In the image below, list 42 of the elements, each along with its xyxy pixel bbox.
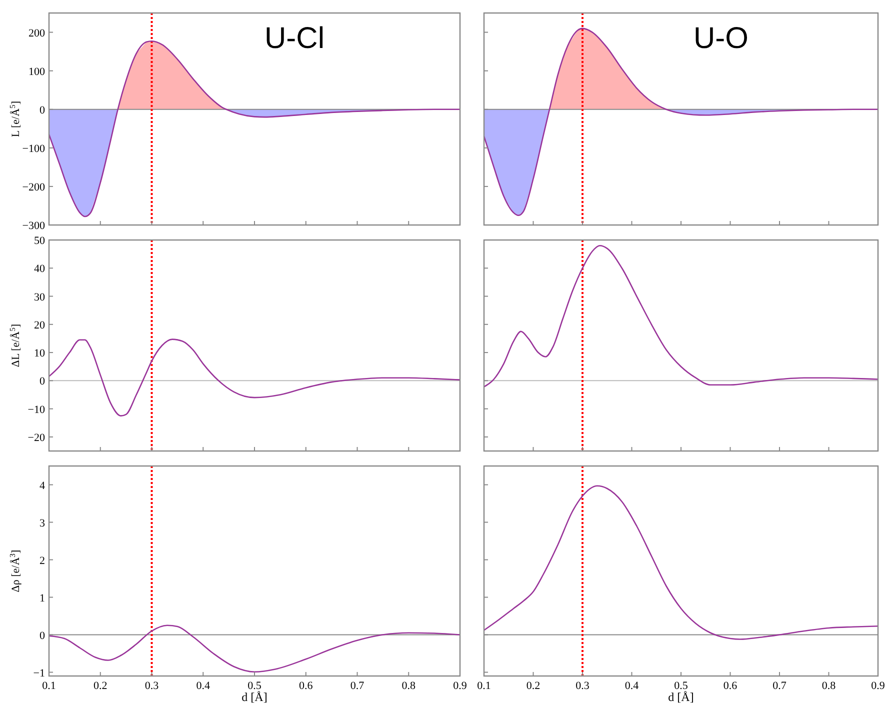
y-tick-label: 2 <box>40 554 45 567</box>
x-tick-label: 0.3 <box>144 680 160 692</box>
y-tick-label: 40 <box>34 263 46 276</box>
y-tick-label: 20 <box>34 319 46 332</box>
x-tick-label: 0.1 <box>42 680 56 692</box>
x-tick-label: 0.4 <box>196 680 210 692</box>
x-tick-label: 0.8 <box>822 680 836 692</box>
x-tick-label: 0.8 <box>402 680 416 692</box>
x-tick-label: 0.5 <box>248 680 262 692</box>
y-tick-label: 200 <box>28 27 46 40</box>
chart-title: U-O <box>694 22 748 55</box>
y-tick-label: −10 <box>28 404 46 416</box>
x-tick-label: 0.9 <box>453 680 468 692</box>
x-tick-label: 0.2 <box>526 680 540 692</box>
y-tick-label: 3 <box>40 517 46 530</box>
x-tick-label: 0.6 <box>723 680 738 692</box>
chart-title: U-Cl <box>264 22 324 55</box>
y-tick-label: −1 <box>33 667 45 680</box>
x-tick-label: 0.9 <box>871 680 886 692</box>
x-tick-label: 0.6 <box>299 680 314 692</box>
y-tick-label: 0 <box>40 104 46 116</box>
x-tick-label: 0.5 <box>674 680 688 692</box>
x-tick-label: 0.7 <box>350 680 365 692</box>
y-tick-label: −300 <box>22 220 46 232</box>
x-tick-label: 0.1 <box>477 680 491 692</box>
y-tick-label: 100 <box>28 66 46 78</box>
x-tick-label: 0.7 <box>772 680 787 692</box>
y-tick-label: 30 <box>34 291 46 304</box>
x-axis-title: d [Å] <box>668 690 694 704</box>
y-tick-label: 0 <box>40 376 46 388</box>
y-tick-label: 4 <box>40 480 46 492</box>
y-tick-label: 50 <box>34 235 46 247</box>
y-tick-label: −20 <box>28 432 46 444</box>
y-tick-label: 10 <box>34 348 46 360</box>
x-tick-label: 0.3 <box>576 680 590 692</box>
y-tick-label: −100 <box>22 142 46 155</box>
y-tick-label: 0 <box>40 630 46 642</box>
y-tick-label: 1 <box>40 592 45 604</box>
x-tick-label: 0.2 <box>94 680 108 692</box>
x-axis-title: d [Å] <box>242 690 268 704</box>
x-tick-label: 0.4 <box>624 680 640 692</box>
y-tick-label: −200 <box>22 181 46 194</box>
